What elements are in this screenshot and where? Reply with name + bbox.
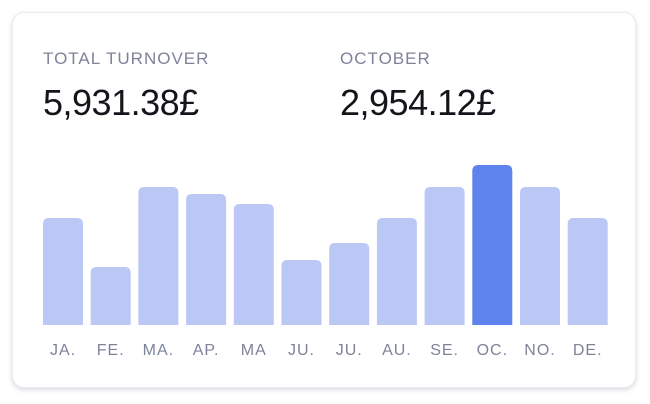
bar-5[interactable] (233, 204, 274, 325)
month-tick-labels: JA. FE. MA. AP. MA JU. JU. AU. SE. OC. NO. DE. (50, 342, 603, 359)
tick-label-5: MA (241, 342, 267, 359)
month-turnover-stat: OCTOBER 2,954.12£ (340, 49, 496, 123)
tick-label-6: JU. (288, 342, 315, 359)
bar-11[interactable] (520, 187, 560, 325)
tick-label-8: AU. (382, 342, 412, 359)
bar-6[interactable] (281, 260, 322, 325)
tick-label-9: SE. (430, 342, 459, 359)
tick-label-11: NO. (524, 342, 555, 359)
turnover-card: TOTAL TURNOVER 5,931.38£ OCTOBER 2,954.1… (12, 12, 636, 388)
bar-7[interactable] (329, 243, 370, 325)
bar-3[interactable] (138, 187, 179, 325)
total-turnover-stat: TOTAL TURNOVER 5,931.38£ (43, 49, 209, 123)
tick-label-12: DE. (573, 342, 603, 359)
bar-12[interactable] (567, 218, 608, 325)
bar-4[interactable] (186, 194, 227, 325)
bar-2[interactable] (90, 267, 131, 325)
tick-label-7: JU. (336, 342, 363, 359)
tick-label-10: OC. (477, 342, 508, 359)
month-turnover-value: 2,954.12£ (340, 82, 496, 123)
tick-label-1: JA. (50, 342, 76, 359)
bar-10[interactable] (472, 165, 513, 325)
tick-label-4: AP. (193, 342, 220, 359)
bars-group (43, 165, 608, 325)
month-turnover-label: OCTOBER (340, 49, 431, 68)
total-turnover-label: TOTAL TURNOVER (43, 49, 210, 68)
tick-label-3: MA. (143, 342, 174, 359)
bar-9[interactable] (424, 187, 465, 325)
bar-1[interactable] (43, 218, 83, 325)
tick-label-2: FE. (97, 342, 125, 359)
bar-8[interactable] (376, 218, 417, 325)
total-turnover-value: 5,931.38£ (43, 82, 199, 123)
monthly-turnover-chart: JA. FE. MA. AP. MA JU. JU. AU. SE. OC. NO. DE. (43, 165, 608, 359)
